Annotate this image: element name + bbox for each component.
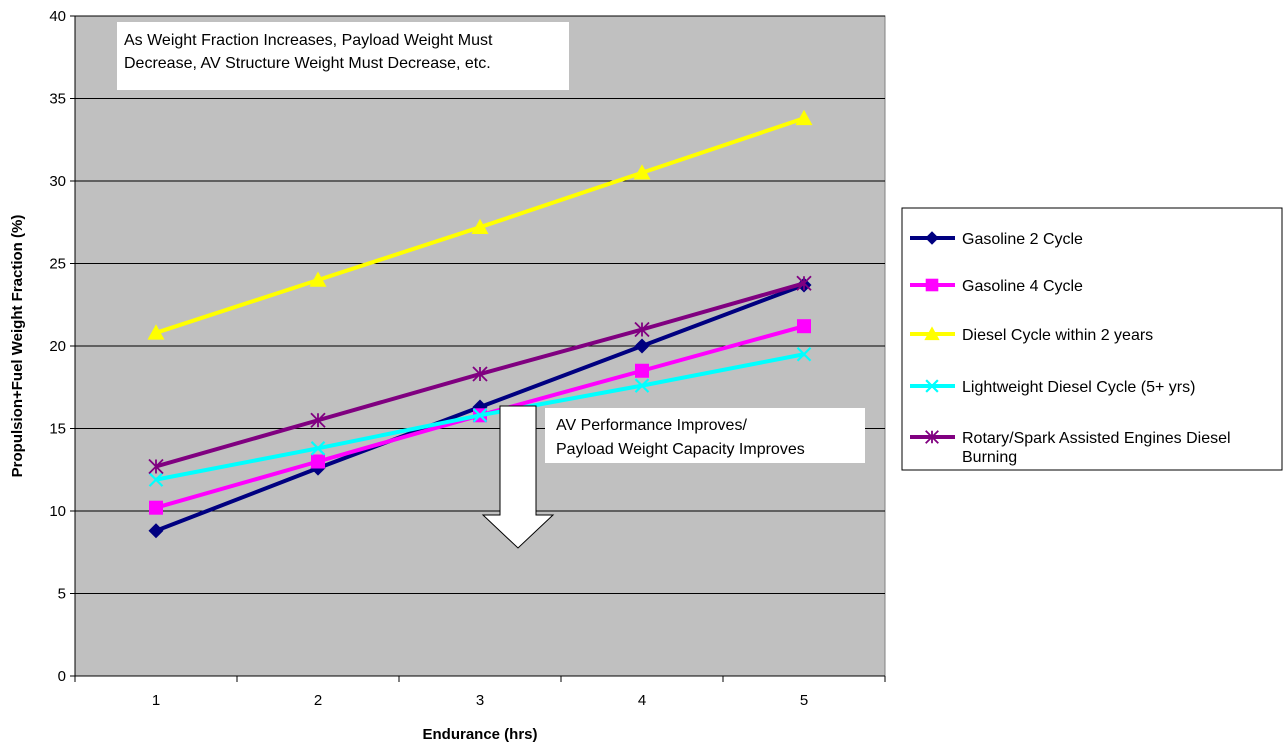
series — [147, 109, 813, 539]
annotation-weight-fraction-box — [117, 22, 569, 90]
annotation-weight-fraction: As Weight Fraction Increases, Payload We… — [117, 22, 569, 90]
legend-entries: Gasoline 2 Cycle Gasoline 4 Cycle Diesel C… — [910, 231, 1231, 466]
series-5 — [148, 275, 812, 475]
data-point — [796, 346, 812, 362]
down-arrow-icon — [481, 405, 555, 549]
x-tick-label: 5 — [800, 692, 808, 709]
data-point — [310, 441, 326, 456]
data-point — [796, 275, 812, 291]
data-point — [634, 321, 650, 338]
data-point — [635, 363, 649, 378]
data-point — [147, 324, 165, 340]
annotation-performance-line-2: Payload Weight Capacity Improves — [556, 441, 805, 458]
data-point — [148, 458, 164, 475]
data-point — [149, 500, 163, 515]
y-tick-label: 40 — [49, 8, 66, 25]
data-point — [472, 408, 488, 423]
y-tick-label: 20 — [49, 338, 66, 355]
legend-swatch-marker — [925, 379, 939, 393]
legend: Gasoline 2 Cycle Gasoline 4 Cycle Diesel C… — [901, 207, 1283, 471]
x-tick-label: 3 — [476, 692, 484, 709]
y-tick-label: 15 — [49, 421, 66, 438]
y-tick-label: 5 — [58, 586, 66, 603]
annotation-weight-fraction-line-2: Decrease, AV Structure Weight Must Decre… — [124, 55, 491, 72]
y-axis-title: Propulsion+Fuel Weight Fraction (%) — [9, 215, 26, 478]
x-tick-label: 4 — [638, 692, 646, 709]
data-point — [148, 472, 164, 487]
legend-entry: Diesel Cycle within 2 years — [910, 326, 1153, 344]
x-tick-label: 2 — [314, 692, 322, 709]
axes — [70, 15, 886, 682]
data-point — [311, 454, 325, 469]
legend-entry: Rotary/Spark Assisted Engines Diesel Burn… — [910, 430, 1231, 466]
data-point — [634, 378, 650, 393]
legend-box — [901, 207, 1283, 471]
legend-swatch-marker — [925, 430, 939, 444]
annotation-performance-line-1: AV Performance Improves/ — [556, 417, 747, 434]
legend-swatch-marker — [925, 231, 939, 245]
y-tick-label: 30 — [49, 173, 66, 190]
annotation-weight-fraction-line-1: As Weight Fraction Increases, Payload We… — [124, 32, 493, 49]
legend-label: Gasoline 4 Cycle — [962, 278, 1083, 295]
y-tick-label: 35 — [49, 91, 66, 108]
y-tick-label: 25 — [49, 256, 66, 273]
series-3 — [147, 109, 813, 340]
data-point — [634, 338, 650, 354]
data-point — [148, 523, 164, 539]
x-axis-title: Endurance (hrs) — [422, 726, 537, 743]
legend-label: Rotary/Spark Assisted Engines Diesel — [962, 430, 1231, 447]
annotation-performance: AV Performance Improves/ Payload Weight … — [545, 408, 865, 463]
y-tick-label: 0 — [58, 668, 66, 685]
legend-label: Burning — [962, 449, 1017, 466]
x-tick-label: 1 — [152, 692, 160, 709]
data-point — [633, 164, 651, 180]
legend-swatch-marker — [924, 326, 940, 341]
legend-label: Lightweight Diesel Cycle (5+ yrs) — [962, 379, 1195, 396]
legend-entry: Lightweight Diesel Cycle (5+ yrs) — [910, 379, 1195, 396]
legend-label: Gasoline 2 Cycle — [962, 231, 1083, 248]
y-tick-labels: 0 5 10 15 20 25 30 35 40 — [49, 8, 66, 685]
legend-entry: Gasoline 4 Cycle — [910, 278, 1083, 295]
annotation-performance-box — [545, 408, 865, 463]
series-4 — [148, 346, 812, 487]
data-point — [471, 218, 489, 234]
y-tick-label: 10 — [49, 503, 66, 520]
data-point — [797, 319, 811, 334]
data-point — [310, 412, 326, 428]
x-tick-labels: 1 2 3 4 5 — [152, 692, 808, 709]
data-point — [309, 271, 327, 287]
legend-label: Diesel Cycle within 2 years — [962, 327, 1153, 344]
data-point — [795, 109, 813, 126]
legend-entry: Gasoline 2 Cycle — [910, 231, 1083, 248]
legend-swatch-marker — [925, 278, 939, 292]
data-point — [472, 366, 488, 382]
